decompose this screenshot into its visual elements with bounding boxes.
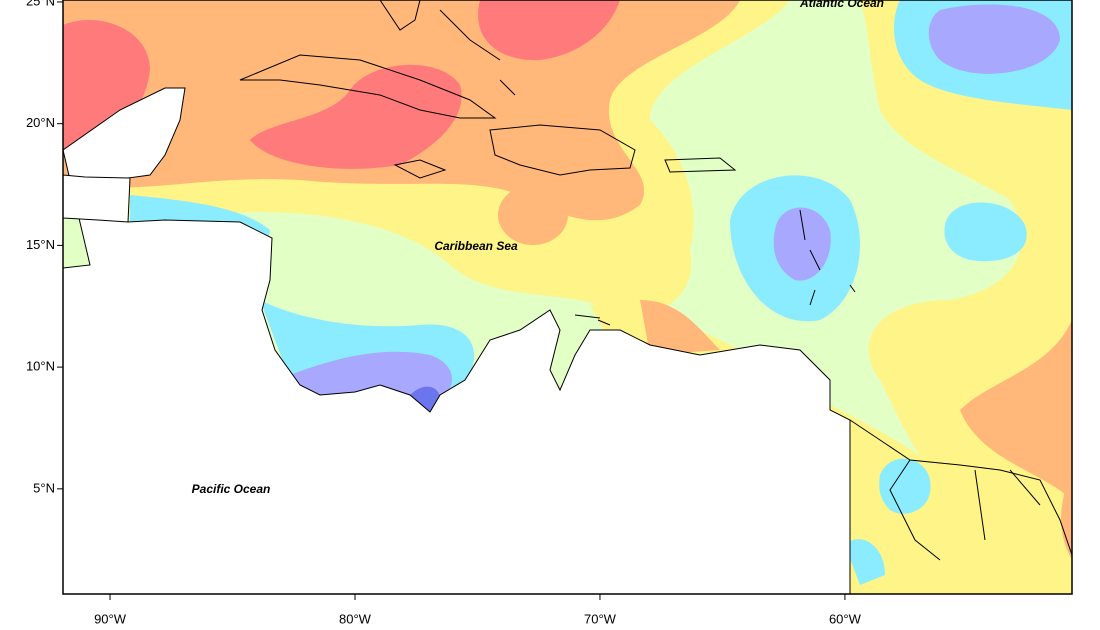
y-tick-label: 5°N [33,480,55,495]
y-tick-label: 20°N [26,115,55,130]
ocean-label: Atlantic Ocean [799,0,884,10]
y-tick-label: 15°N [26,237,55,252]
y-tick-label: 25°N [26,0,55,8]
x-tick-label: 70°W [584,611,617,626]
y-tick-label: 10°N [26,359,55,374]
sea-label: Caribbean Sea [434,239,518,253]
x-tick-label: 90°W [94,611,127,626]
plot-frame [62,0,1073,595]
x-tick-label: 60°W [829,611,862,626]
coastlines [63,0,1072,594]
x-tick-label: 80°W [339,611,372,626]
ocean-label: Pacific Ocean [192,482,271,496]
